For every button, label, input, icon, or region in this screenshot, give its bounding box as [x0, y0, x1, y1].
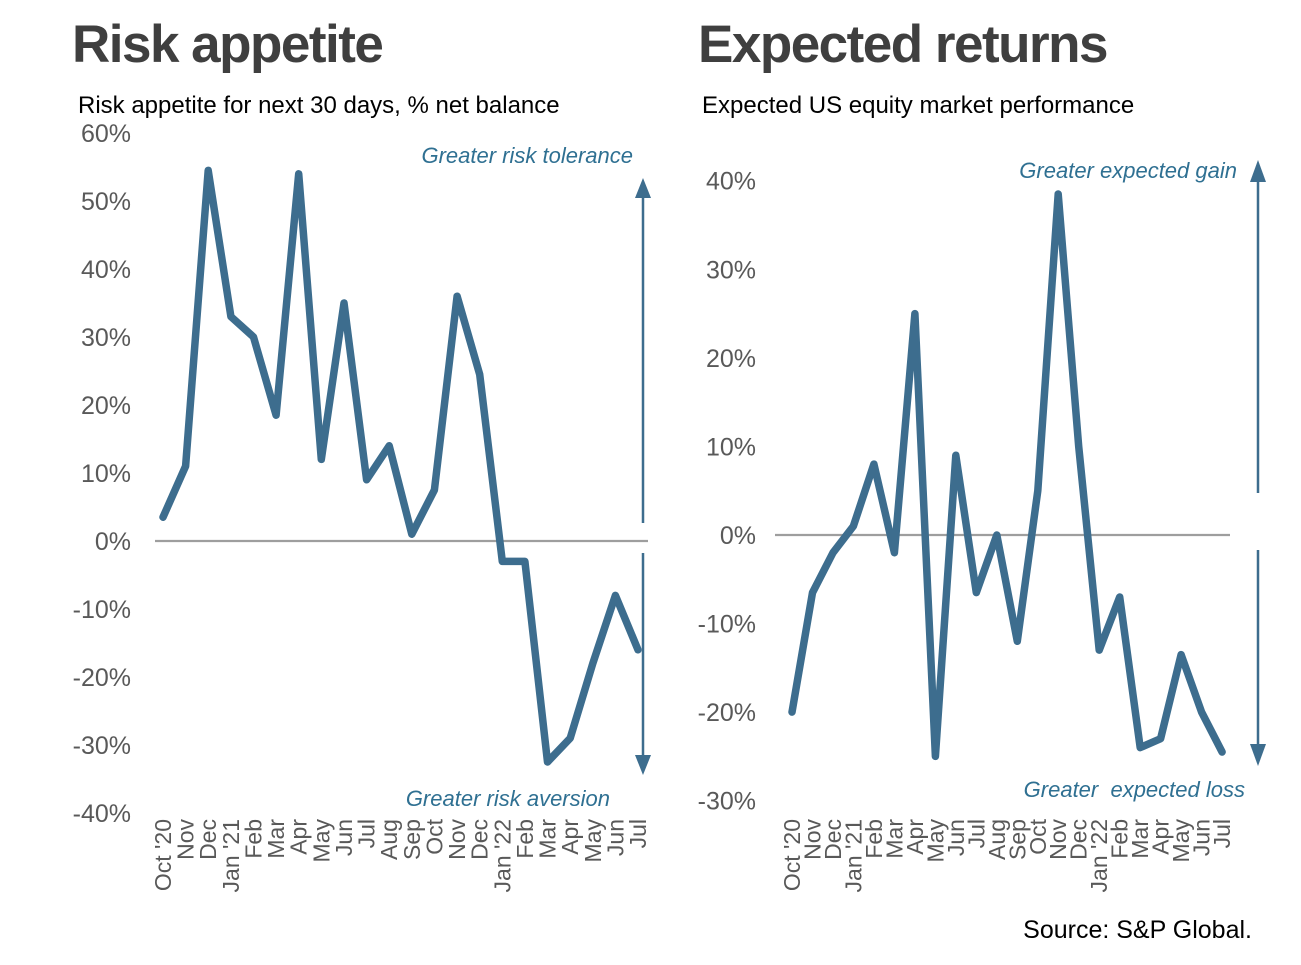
x-axis-tick-label: Jan '22	[489, 819, 515, 892]
x-axis-tick-label: Sep	[1004, 819, 1030, 860]
x-axis-tick-label: Jul	[625, 819, 651, 848]
y-axis-tick-label: 30%	[81, 324, 131, 352]
x-axis-tick-label: Jun	[1189, 819, 1215, 856]
expected-returns-title: Expected returns	[698, 15, 1108, 74]
y-axis-tick-label: 40%	[81, 256, 131, 284]
x-axis-tick-label: Nov	[444, 819, 470, 860]
down-arrow-head-icon	[1250, 744, 1266, 766]
y-axis-tick-label: -30%	[698, 788, 756, 816]
up-arrow-head-icon	[1250, 160, 1266, 182]
expected-returns-chart: 40%30%20%10%0%-10%-20%-30%Oct '20NovDecJ…	[698, 158, 1266, 892]
x-axis-tick-label: Oct '20	[779, 819, 805, 891]
y-axis-tick-label: 10%	[81, 460, 131, 488]
y-axis-tick-label: 0%	[720, 522, 756, 550]
x-axis-tick-label: Oct	[421, 818, 447, 854]
x-axis-tick-label: Dec	[467, 819, 493, 860]
x-axis-tick-label: Dec	[820, 819, 846, 860]
series-line	[788, 190, 1226, 761]
x-axis-tick-label: Oct	[1025, 818, 1051, 854]
annotation-top: Greater risk tolerance	[421, 143, 633, 168]
y-axis-tick-label: 20%	[81, 392, 131, 420]
source-note: Source: S&P Global.	[1023, 916, 1252, 944]
x-axis-tick-label: Jun	[331, 819, 357, 856]
x-axis-tick-label: May	[580, 819, 606, 863]
x-axis-tick-label: Apr	[902, 819, 928, 855]
x-axis-tick-label: May	[308, 819, 334, 863]
y-axis-tick-label: -40%	[73, 800, 131, 828]
x-axis-tick-label: Aug	[984, 819, 1010, 860]
x-axis-tick-label: Oct '20	[150, 819, 176, 891]
x-axis-tick-label: Jun	[602, 819, 628, 856]
annotation-bottom: Greater risk aversion	[406, 786, 610, 811]
y-axis-tick-label: 10%	[706, 433, 756, 461]
y-axis-tick-label: 20%	[706, 345, 756, 373]
risk-appetite-chart: 60% 50% 40% 30% 20% 10% 0% -10% -20% -30% -40% Oct …	[73, 120, 651, 892]
x-axis-tick-label: May	[922, 819, 948, 863]
y-axis-tick-label: -30%	[73, 732, 131, 760]
up-arrow-head-icon	[635, 178, 651, 198]
expected-returns-subtitle: Expected US equity market performance	[702, 92, 1135, 119]
y-axis-tick-label: 60%	[81, 120, 131, 148]
x-axis-tick-label: Apr	[557, 819, 583, 855]
series-line	[159, 166, 642, 766]
x-axis-tick-label: Jul	[1209, 819, 1235, 848]
x-axis-tick-label: Jul	[354, 819, 380, 848]
x-axis-tick-label: Feb	[512, 819, 538, 859]
x-axis-tick-label: Mar	[1127, 819, 1153, 859]
x-axis-tick-label: Jan '22	[1086, 819, 1112, 892]
x-axis-tick-label: Sep	[399, 819, 425, 860]
x-axis-tick-label: Mar	[535, 819, 561, 859]
x-axis-tick-label: Jan '21	[840, 819, 866, 892]
x-axis-tick-label: Nov	[173, 819, 199, 860]
y-axis-tick-label: 50%	[81, 188, 131, 216]
x-axis-tick-label: Feb	[240, 819, 266, 859]
risk-appetite-title: Risk appetite	[72, 15, 384, 74]
x-axis-tick-label: Jan '21	[218, 819, 244, 892]
x-axis-tick-label: May	[1168, 819, 1194, 863]
x-axis-tick-label: Jun	[943, 819, 969, 856]
x-axis-tick-label: Mar	[263, 819, 289, 859]
down-arrow-head-icon	[635, 755, 651, 775]
y-axis-tick-label: 40%	[706, 168, 756, 196]
x-axis-tick-label: Feb	[861, 819, 887, 859]
x-axis-tick-label: Nov	[1045, 819, 1071, 860]
x-axis-tick-label: Aug	[376, 819, 402, 860]
y-axis-tick-label: -20%	[73, 664, 131, 692]
x-axis-tick-label: Dec	[195, 819, 221, 860]
y-axis-tick-label: 30%	[706, 256, 756, 284]
x-axis-tick-label: Apr	[1148, 819, 1174, 855]
y-axis-tick-label: 0%	[95, 528, 131, 556]
x-axis-tick-label: Apr	[286, 819, 312, 855]
y-axis-tick-label: -10%	[73, 596, 131, 624]
x-axis-tick-label: Dec	[1066, 819, 1092, 860]
y-axis-tick-label: -20%	[698, 699, 756, 727]
x-axis-tick-label: Jul	[963, 819, 989, 848]
x-axis-tick-label: Nov	[799, 819, 825, 860]
annotation-bottom: Greater expected loss	[1024, 777, 1245, 802]
x-axis-tick-label: Mar	[881, 819, 907, 859]
annotation-top: Greater expected gain	[1019, 158, 1237, 183]
risk-appetite-subtitle: Risk appetite for next 30 days, % net ba…	[78, 92, 560, 119]
y-axis-tick-label: -10%	[698, 611, 756, 639]
x-axis-tick-label: Feb	[1107, 819, 1133, 859]
